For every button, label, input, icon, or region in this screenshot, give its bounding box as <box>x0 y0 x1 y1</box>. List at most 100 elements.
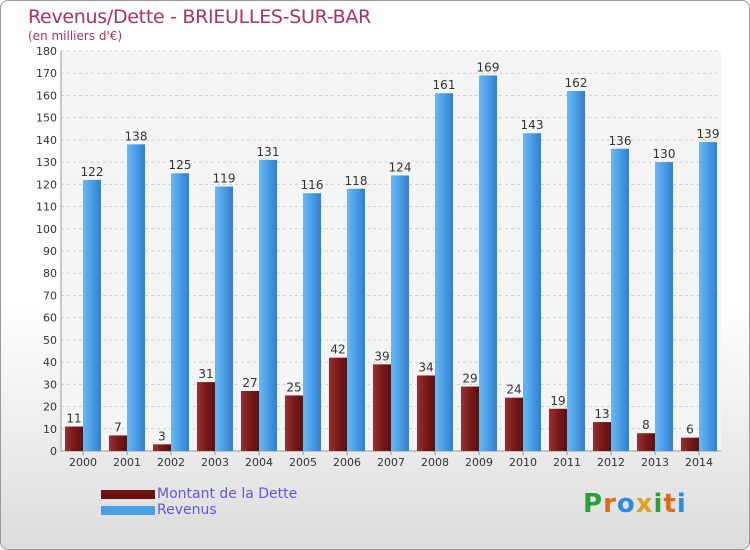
y-tick-label: 180 <box>36 45 57 58</box>
x-tick-label: 2002 <box>157 456 185 469</box>
bar-dette <box>197 382 215 451</box>
data-label: 143 <box>521 118 544 132</box>
y-tick-label: 170 <box>36 67 57 80</box>
data-label: 136 <box>609 134 632 148</box>
bar-revenus <box>127 144 145 452</box>
legend-swatch-revenus <box>101 506 155 515</box>
chart-subtitle: (en milliers d'€) <box>28 29 123 43</box>
bar-revenus <box>655 162 673 451</box>
y-tick-label: 150 <box>36 112 57 125</box>
y-tick-label: 50 <box>43 334 57 347</box>
x-tick-label: 2013 <box>641 456 669 469</box>
bar-dette <box>461 386 479 451</box>
x-tick-label: 2010 <box>509 456 537 469</box>
bar-dette <box>593 422 611 451</box>
y-tick-label: 100 <box>36 223 57 236</box>
data-label: 169 <box>477 60 500 74</box>
data-label: 162 <box>565 76 588 90</box>
y-tick-label: 40 <box>43 356 57 369</box>
logo-letter: i <box>653 489 664 519</box>
bar-dette <box>153 444 171 451</box>
y-tick-label: 140 <box>36 134 57 147</box>
y-tick-label: 10 <box>43 423 57 436</box>
bar-revenus <box>83 179 101 451</box>
x-tick-label: 2012 <box>597 456 625 469</box>
y-tick-label: 0 <box>50 445 57 458</box>
data-label: 24 <box>506 383 521 397</box>
x-tick-label: 2003 <box>201 456 229 469</box>
data-label: 11 <box>66 412 81 426</box>
bar-revenus <box>391 175 409 451</box>
bar-revenus <box>479 75 497 451</box>
bar-revenus <box>567 91 585 451</box>
chart-title: Revenus/Dette - BRIEULLES-SUR-BAR <box>28 6 371 28</box>
data-label: 118 <box>345 174 368 188</box>
logo-letter: r <box>603 489 617 519</box>
y-axis-ticks: 0 10 20 30 40 50 60 70 80 90 100 110 120 130 140 150 160… <box>36 45 57 458</box>
bar-revenus <box>347 188 365 451</box>
x-tick-label: 2004 <box>245 456 273 469</box>
y-tick-label: 30 <box>43 378 57 391</box>
data-label: 42 <box>330 343 345 357</box>
bar-dette <box>637 433 655 451</box>
data-label: 6 <box>686 423 694 437</box>
bar-dette <box>417 375 435 451</box>
bar-revenus <box>215 186 233 452</box>
data-label: 25 <box>286 380 301 394</box>
data-label: 3 <box>158 429 166 443</box>
data-label: 116 <box>301 178 324 192</box>
data-label: 29 <box>462 372 477 386</box>
data-label: 124 <box>389 160 412 174</box>
x-tick-label: 2008 <box>421 456 449 469</box>
logo-letter: t <box>663 489 677 519</box>
bar-dette <box>505 397 523 451</box>
x-tick-label: 2014 <box>685 456 713 469</box>
data-label: 138 <box>125 129 148 143</box>
data-label: 130 <box>653 147 676 161</box>
x-tick-label: 2001 <box>113 456 141 469</box>
y-tick-label: 120 <box>36 178 57 191</box>
proxiti-logo: Proxiti <box>583 489 687 519</box>
x-tick-label: 2009 <box>465 456 493 469</box>
data-label: 27 <box>242 376 257 390</box>
data-label: 31 <box>198 367 213 381</box>
bar-dette <box>109 435 127 451</box>
y-tick-label: 80 <box>43 267 57 280</box>
data-label: 7 <box>114 420 122 434</box>
bar-dette <box>681 437 699 451</box>
y-tick-label: 130 <box>36 156 57 169</box>
data-label: 122 <box>81 165 104 179</box>
legend-swatch-dette <box>101 490 155 499</box>
x-tick-label: 2005 <box>289 456 317 469</box>
logo-letter: i <box>676 489 687 519</box>
bar-revenus <box>699 142 717 451</box>
legend-label-revenus: Revenus <box>157 502 217 518</box>
bar-dette <box>373 364 391 451</box>
x-tick-label: 2006 <box>333 456 361 469</box>
data-labels: 1112271383125311192713125116421183912434… <box>66 60 719 443</box>
x-tick-label: 2000 <box>69 456 97 469</box>
bar-revenus <box>523 133 541 451</box>
data-label: 139 <box>697 127 720 141</box>
x-tick-label: 2011 <box>553 456 581 469</box>
data-label: 131 <box>257 145 280 159</box>
data-label: 125 <box>169 158 192 172</box>
bar-revenus <box>435 93 453 451</box>
bar-revenus <box>259 159 277 451</box>
x-tick-label: 2007 <box>377 456 405 469</box>
y-tick-label: 90 <box>43 245 57 258</box>
data-label: 161 <box>433 78 456 92</box>
y-tick-label: 70 <box>43 289 57 302</box>
bar-dette <box>65 426 83 451</box>
data-label: 19 <box>550 394 565 408</box>
y-tick-label: 60 <box>43 312 57 325</box>
legend-label-dette: Montant de la Dette <box>157 486 298 502</box>
logo-letter: x <box>635 489 654 519</box>
y-tick-label: 20 <box>43 401 57 414</box>
bar-revenus <box>611 148 629 451</box>
bar-dette <box>285 395 303 451</box>
y-tick-label: 110 <box>36 201 57 214</box>
bar-dette <box>329 357 347 451</box>
